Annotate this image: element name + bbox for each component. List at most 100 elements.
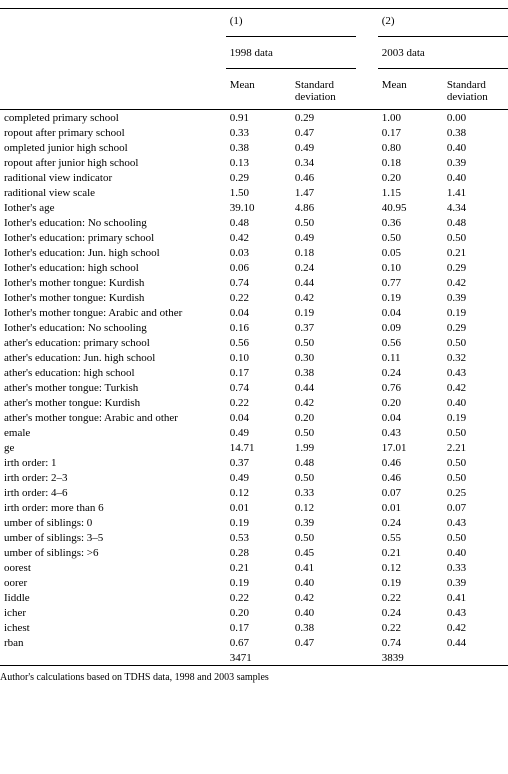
cell-mean1: 0.42: [226, 230, 291, 245]
cell-mean1: 0.48: [226, 215, 291, 230]
cell-sd1: 0.39: [291, 515, 356, 530]
cell-mean1: 0.16: [226, 320, 291, 335]
cell-sd2: 4.34: [443, 200, 508, 215]
cell-sd2: 0.41: [443, 590, 508, 605]
cell-sd2: 0.43: [443, 515, 508, 530]
cell-gap: [356, 245, 378, 260]
cell-sd2: 0.25: [443, 485, 508, 500]
cell-sd2: 0.50: [443, 530, 508, 545]
row-label: emale: [0, 425, 226, 440]
cell-gap: [356, 515, 378, 530]
header-row-nums: (1) (2): [0, 9, 508, 34]
table-row: Iother's education: primary school0.420.…: [0, 230, 508, 245]
cell-gap: [356, 590, 378, 605]
cell-gap: [356, 170, 378, 185]
cell-sd1: 0.20: [291, 410, 356, 425]
cell-sd2: 0.07: [443, 500, 508, 515]
table-row: ropout after primary school0.330.470.170…: [0, 125, 508, 140]
row-label: raditional view scale: [0, 185, 226, 200]
cell-gap: [356, 320, 378, 335]
row-label: rban: [0, 635, 226, 650]
cell-gap: [356, 305, 378, 320]
row-label: ather's education: high school: [0, 365, 226, 380]
cell-gap: [356, 215, 378, 230]
row-label: Iother's education: No schooling: [0, 215, 226, 230]
row-label: ather's education: Jun. high school: [0, 350, 226, 365]
cell-mean2: 0.18: [378, 155, 443, 170]
cell-mean1: 0.37: [226, 455, 291, 470]
cell-mean1: 0.22: [226, 590, 291, 605]
cell-gap: [356, 455, 378, 470]
cell-gap: [356, 260, 378, 275]
cell-gap: [356, 575, 378, 590]
cell-mean1: 0.06: [226, 260, 291, 275]
cell-mean2: 3839: [378, 650, 443, 666]
cell-mean2: 0.07: [378, 485, 443, 500]
row-label: umber of siblings: 3–5: [0, 530, 226, 545]
row-label: ompleted junior high school: [0, 140, 226, 155]
mean-2: Mean: [378, 73, 443, 110]
cell-mean2: 0.43: [378, 425, 443, 440]
cell-sd1: 0.45: [291, 545, 356, 560]
row-label: oorest: [0, 560, 226, 575]
cell-mean1: 0.04: [226, 410, 291, 425]
cell-mean1: 0.01: [226, 500, 291, 515]
table-row: oorer0.190.400.190.39: [0, 575, 508, 590]
cell-mean1: 0.53: [226, 530, 291, 545]
cell-sd1: 0.24: [291, 260, 356, 275]
cell-mean1: 0.04: [226, 305, 291, 320]
cell-sd1: 0.49: [291, 140, 356, 155]
cell-sd2: 0.50: [443, 335, 508, 350]
cell-sd1: 0.38: [291, 365, 356, 380]
cell-sd2: 0.50: [443, 425, 508, 440]
cell-gap: [356, 485, 378, 500]
row-label: Iother's age: [0, 200, 226, 215]
cell-sd2: 0.40: [443, 545, 508, 560]
cell-gap: [356, 335, 378, 350]
cell-sd2: 0.42: [443, 620, 508, 635]
cell-gap: [356, 605, 378, 620]
cell-mean2: 0.74: [378, 635, 443, 650]
cell-mean2: 0.19: [378, 290, 443, 305]
summary-stats-table: (1) (2) 1998 data 2003 data Mean Standar…: [0, 8, 508, 666]
cell-sd2: 0.29: [443, 320, 508, 335]
row-label: ropout after primary school: [0, 125, 226, 140]
cell-mean1: 0.67: [226, 635, 291, 650]
cell-mean2: 0.36: [378, 215, 443, 230]
table-row: Iother's education: No schooling0.160.37…: [0, 320, 508, 335]
row-label: ichest: [0, 620, 226, 635]
row-label: ather's mother tongue: Turkish: [0, 380, 226, 395]
cell-sd1: 0.50: [291, 425, 356, 440]
cell-mean2: 1.00: [378, 110, 443, 126]
cell-mean1: 0.49: [226, 425, 291, 440]
cell-mean1: 0.19: [226, 575, 291, 590]
cell-sd2: 0.39: [443, 155, 508, 170]
cell-mean2: 0.22: [378, 590, 443, 605]
table-row: Iother's education: high school0.060.240…: [0, 260, 508, 275]
table-row: irth order: more than 60.010.120.010.07: [0, 500, 508, 515]
table-body: completed primary school0.910.291.000.00…: [0, 110, 508, 666]
cell-sd1: 0.33: [291, 485, 356, 500]
cell-gap: [356, 275, 378, 290]
cell-sd2: 0.39: [443, 290, 508, 305]
table-row: irth order: 4–60.120.330.070.25: [0, 485, 508, 500]
row-label: irth order: 1: [0, 455, 226, 470]
col1-year: 1998 data: [226, 41, 356, 65]
cell-mean2: 0.01: [378, 500, 443, 515]
cell-sd1: 0.19: [291, 305, 356, 320]
cell-mean2: 0.12: [378, 560, 443, 575]
cell-gap: [356, 200, 378, 215]
cell-sd1: 4.86: [291, 200, 356, 215]
cell-sd2: 0.40: [443, 395, 508, 410]
cell-sd1: 0.42: [291, 395, 356, 410]
table-row: ropout after junior high school0.130.340…: [0, 155, 508, 170]
cell-mean2: 0.19: [378, 575, 443, 590]
cell-sd2: 0.43: [443, 365, 508, 380]
table-row: Iother's mother tongue: Arabic and other…: [0, 305, 508, 320]
cell-mean1: 0.91: [226, 110, 291, 126]
cell-sd1: 0.50: [291, 470, 356, 485]
cell-mean1: 0.21: [226, 560, 291, 575]
cell-mean1: 3471: [226, 650, 291, 666]
row-label: Iiddle: [0, 590, 226, 605]
cell-mean1: 1.50: [226, 185, 291, 200]
